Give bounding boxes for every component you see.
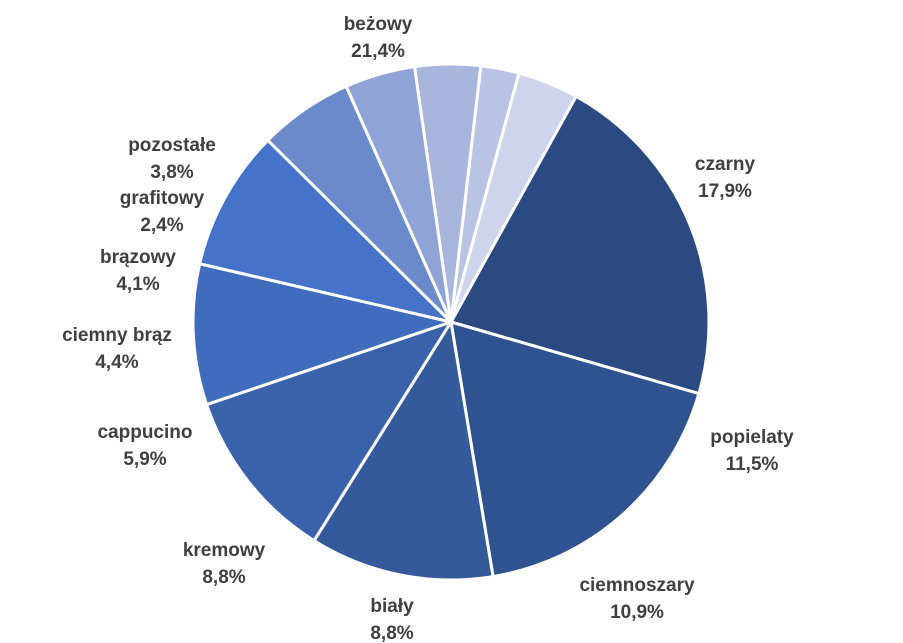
pie-slice-3 [312,320,495,582]
slice-value-7: 5,9% [123,449,166,470]
slice-value-11: 3,8% [150,162,193,183]
slice-label-10: grafitowy [120,188,205,209]
slice-value-5: 8,8% [370,623,413,643]
slice-label-3: popielaty [710,427,794,448]
slice-value-3: 11,5% [726,454,779,475]
slice-label-8: ciemny brąz [62,325,172,346]
pie-slice-4 [205,320,453,543]
slice-label-11: pozostałe [128,135,216,156]
slice-value-6: 8,8% [202,567,245,588]
slice-value-2: 17,9% [698,181,752,202]
slice-label-7: cappucino [97,422,192,443]
slice-label-6: kremowy [183,540,266,561]
slice-label-5: biały [370,596,414,617]
pie-slice-2 [449,320,701,579]
pie-slice-11 [449,71,578,324]
slice-value-9: 4,1% [116,274,159,295]
pie-slice-5 [191,262,453,407]
slice-value-1: 21,4% [351,41,405,62]
slice-label-1: beżowy [344,14,413,35]
pie-slice-1 [449,94,711,396]
slice-value-4: 10,9% [610,602,664,623]
slice-value-10: 2,4% [140,215,183,236]
slice-value-8: 4,4% [95,352,138,373]
slice-label-4: ciemnoszary [579,575,695,596]
pie-slice-6 [198,138,453,324]
slice-label-2: czarny [695,154,756,175]
slice-label-9: brązowy [100,247,176,268]
pie-slices [191,62,711,582]
pie-labels: beżowy 21,4% czarny 17,9% popielaty 11,5% ciem… [62,14,794,643]
